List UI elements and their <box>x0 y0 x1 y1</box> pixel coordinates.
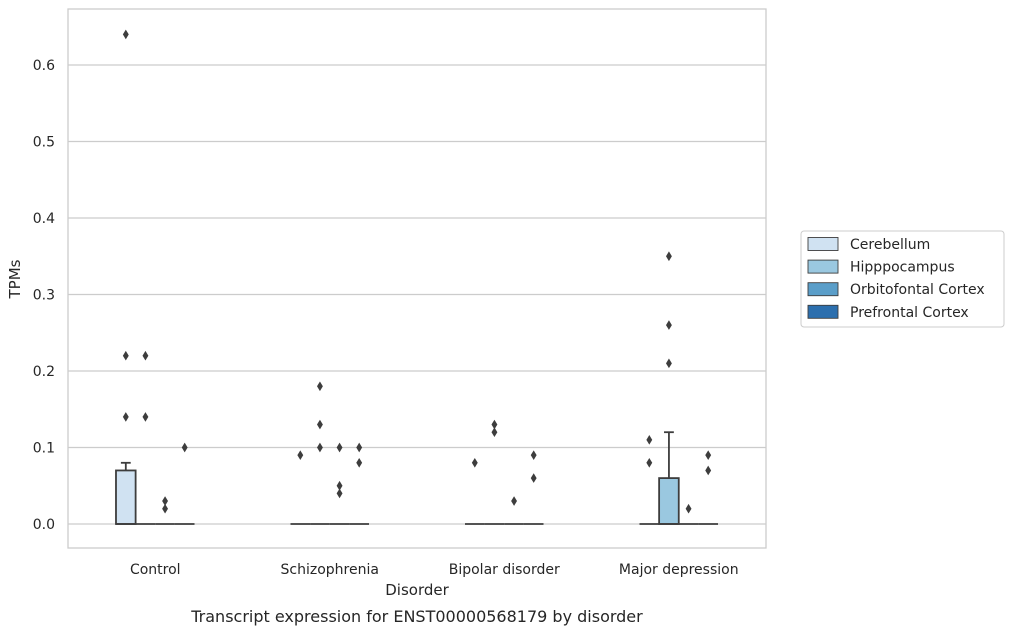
x-tick-label: Schizophrenia <box>281 562 379 578</box>
box-orbitofontal-cortex <box>504 496 524 525</box>
y-tick-label: 0.4 <box>33 211 55 227</box>
outlier-point <box>162 503 169 514</box>
box-prefrontal-cortex <box>174 442 195 525</box>
legend-entry: Hipppocampus <box>850 260 955 276</box>
box-orbitofontal-cortex <box>155 496 175 525</box>
outlier-point <box>511 496 518 506</box>
outlier-point <box>665 358 672 369</box>
outlier-point <box>491 427 498 438</box>
box-cerebellum <box>464 457 485 525</box>
outlier-point <box>181 442 188 453</box>
y-tick-label: 0.2 <box>33 364 55 380</box>
plot-frame <box>67 8 767 549</box>
legend-frame <box>800 230 1005 328</box>
x-tick-label: Control <box>130 562 181 578</box>
x-axis-label: Disorder <box>385 581 449 599</box>
box-hipppocampus <box>310 381 330 525</box>
box-hipppocampus <box>658 251 680 525</box>
legend-swatch <box>807 282 839 297</box>
outlier-point <box>316 419 323 430</box>
box-orbitofontal-cortex <box>329 442 350 525</box>
box-cerebellum <box>115 29 137 525</box>
outlier-point <box>336 488 343 499</box>
outlier-point <box>646 435 653 445</box>
outlier-point <box>142 412 149 422</box>
outlier-point <box>356 442 363 453</box>
outlier-point <box>665 320 672 330</box>
outlier-point <box>471 457 478 468</box>
legend-entry: Prefrontal Cortex <box>850 305 969 321</box>
box-orbitofontal-cortex <box>678 503 699 525</box>
outlier-point <box>705 450 712 460</box>
y-axis-label: TPMs <box>6 259 24 299</box>
outlier-point <box>122 412 129 422</box>
outlier-point <box>122 29 129 40</box>
legend-entry: Orbitofontal Cortex <box>850 282 985 298</box>
legend-swatch <box>807 259 839 274</box>
outlier-point <box>646 457 653 468</box>
box-prefrontal-cortex <box>523 450 544 525</box>
outlier-point <box>162 496 169 506</box>
box-iqr <box>658 477 680 525</box>
outlier-point <box>356 457 363 468</box>
box-prefrontal-cortex <box>698 450 719 525</box>
outlier-point <box>491 419 498 430</box>
outlier-point <box>122 350 129 361</box>
chart-caption: Transcript expression for ENST0000056817… <box>190 607 643 626</box>
outlier-point <box>685 503 692 514</box>
y-tick-label: 0.5 <box>33 135 55 151</box>
y-tick-label: 0.3 <box>33 288 55 304</box>
legend-entry: Cerebellum <box>850 237 930 253</box>
box-cerebellum <box>290 450 311 525</box>
outlier-point <box>336 480 343 491</box>
outlier-point <box>316 381 323 392</box>
outlier-point <box>142 350 149 361</box>
legend: Cerebellum Hipppocampus Orbitofontal Corte… <box>800 230 1005 328</box>
x-tick-label: Major depression <box>619 562 739 578</box>
y-tick-label: 0.0 <box>33 517 55 533</box>
outlier-point <box>530 450 537 460</box>
outlier-point <box>336 442 343 453</box>
box-prefrontal-cortex <box>349 442 370 525</box>
box-hipppocampus <box>484 419 505 525</box>
legend-swatch <box>807 304 839 319</box>
box-cerebellum <box>639 435 660 525</box>
box-hipppocampus <box>135 350 156 525</box>
y-tick-label: 0.1 <box>33 441 55 457</box>
plot-background <box>68 9 766 548</box>
box-iqr <box>115 469 137 525</box>
legend-swatch <box>807 237 839 251</box>
x-tick-label: Bipolar disorder <box>449 562 560 578</box>
y-tick-labels: 0.0 0.1 0.2 0.3 0.4 0.5 0.6 <box>33 58 55 533</box>
x-tick-labels: Control Schizophrenia Bipolar disorder Majo… <box>130 562 739 578</box>
outlier-point <box>316 442 323 453</box>
y-tick-label: 0.6 <box>33 58 55 74</box>
outlier-point <box>705 465 712 476</box>
outlier-point <box>297 450 304 460</box>
box-series <box>115 29 719 525</box>
outlier-point <box>665 251 672 262</box>
outlier-point <box>530 473 537 483</box>
